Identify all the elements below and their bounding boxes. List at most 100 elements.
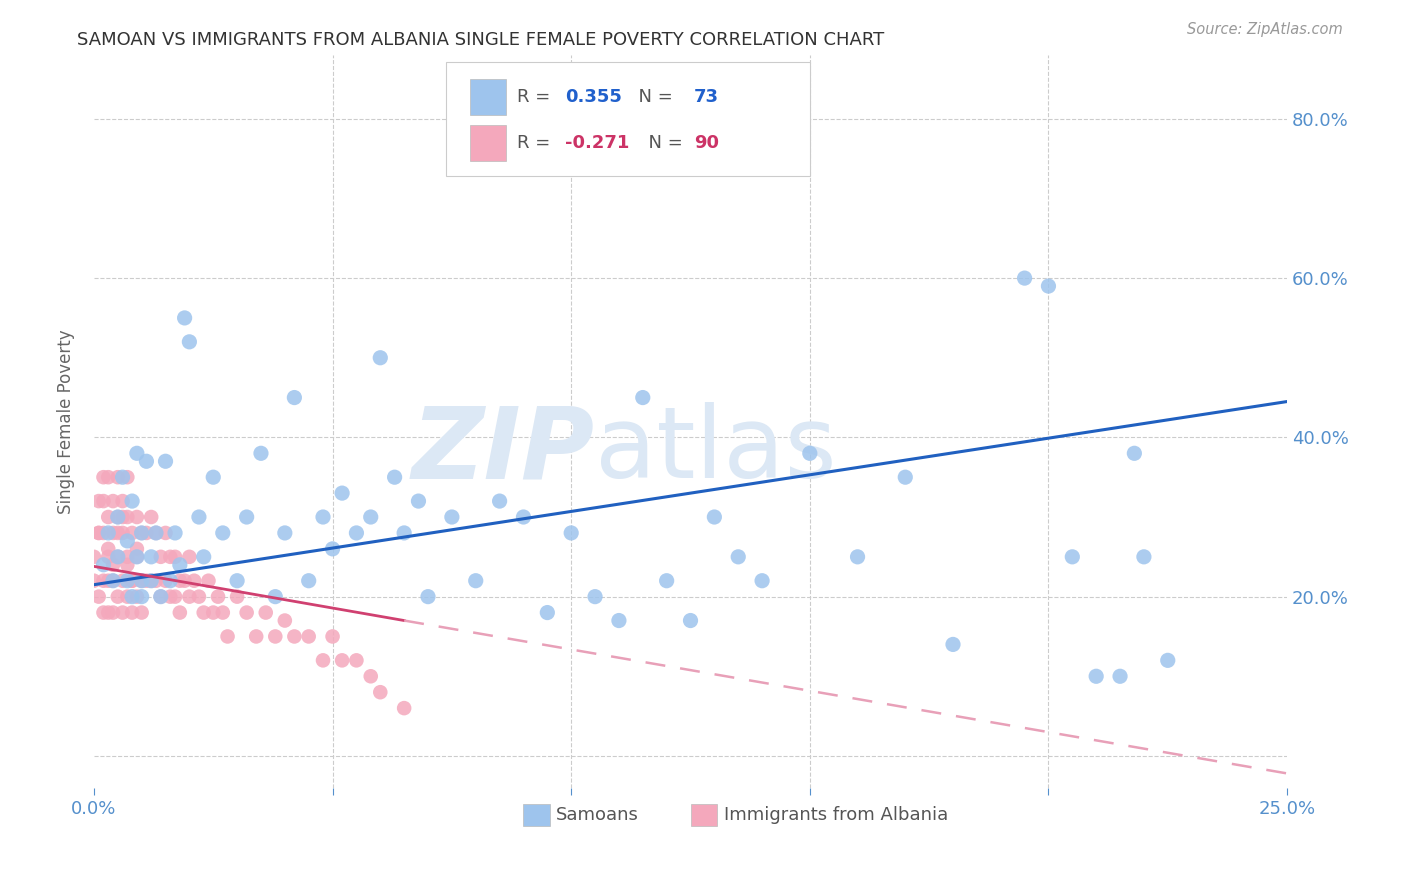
Point [111, 606, 134, 620]
Point [97, 541, 120, 556]
Point [101, 574, 124, 588]
Point [799, 446, 821, 460]
Point [1123, 446, 1146, 460]
Text: 90: 90 [695, 134, 718, 152]
Point [727, 549, 749, 564]
Text: 0.355: 0.355 [565, 88, 621, 106]
Point [193, 549, 215, 564]
Point [97, 606, 120, 620]
Point [125, 590, 148, 604]
Point [111, 574, 134, 588]
Point [207, 590, 229, 604]
Point [165, 590, 187, 604]
Text: Immigrants from Albania: Immigrants from Albania [724, 805, 948, 824]
Point [440, 510, 463, 524]
Point [211, 525, 233, 540]
Point [131, 525, 153, 540]
Point [149, 590, 172, 604]
Point [330, 486, 353, 500]
Point [107, 470, 129, 484]
Point [93, 525, 115, 540]
Point [97, 549, 120, 564]
Point [149, 549, 172, 564]
Point [942, 637, 965, 651]
Point [97, 510, 120, 524]
Point [121, 494, 143, 508]
Point [87, 590, 110, 604]
Point [346, 653, 368, 667]
Point [121, 574, 143, 588]
Point [117, 558, 139, 572]
Point [93, 494, 115, 508]
Point [117, 470, 139, 484]
Point [197, 574, 219, 588]
Point [141, 510, 163, 524]
Point [560, 525, 582, 540]
Text: 73: 73 [695, 88, 718, 106]
Point [159, 549, 181, 564]
Point [135, 574, 157, 588]
Point [169, 606, 191, 620]
Point [187, 510, 209, 524]
Text: ZIP: ZIP [412, 402, 595, 500]
Point [155, 454, 177, 468]
Point [169, 558, 191, 572]
Point [330, 653, 353, 667]
Point [173, 574, 195, 588]
Point [131, 574, 153, 588]
Point [125, 549, 148, 564]
Point [536, 606, 558, 620]
Point [159, 574, 181, 588]
Point [107, 510, 129, 524]
Point [135, 454, 157, 468]
Point [368, 685, 391, 699]
Point [1133, 549, 1156, 564]
Point [125, 541, 148, 556]
Point [117, 590, 139, 604]
Point [1038, 279, 1060, 293]
Point [392, 525, 415, 540]
Point [131, 574, 153, 588]
Point [264, 590, 287, 604]
Point [145, 525, 167, 540]
Point [202, 470, 225, 484]
Point [117, 549, 139, 564]
FancyBboxPatch shape [446, 62, 810, 176]
Point [183, 574, 205, 588]
Text: Source: ZipAtlas.com: Source: ZipAtlas.com [1187, 22, 1343, 37]
Point [283, 630, 305, 644]
Point [87, 525, 110, 540]
Point [111, 470, 134, 484]
Point [464, 574, 486, 588]
Point [250, 446, 273, 460]
Point [179, 334, 201, 349]
Point [193, 606, 215, 620]
Point [117, 574, 139, 588]
Text: R =: R = [517, 134, 557, 152]
Point [583, 590, 606, 604]
Point [217, 630, 239, 644]
Point [93, 470, 115, 484]
Point [101, 494, 124, 508]
Text: N =: N = [637, 134, 689, 152]
Point [83, 574, 105, 588]
Point [125, 510, 148, 524]
Point [101, 606, 124, 620]
Bar [690, 804, 717, 826]
Point [283, 391, 305, 405]
Point [298, 630, 321, 644]
Point [111, 525, 134, 540]
Point [254, 606, 277, 620]
Point [135, 525, 157, 540]
Point [101, 558, 124, 572]
Point [145, 525, 167, 540]
Point [416, 590, 439, 604]
Y-axis label: Single Female Poverty: Single Female Poverty [58, 329, 75, 514]
Point [165, 525, 187, 540]
Point [703, 510, 725, 524]
Point [97, 525, 120, 540]
Point [679, 614, 702, 628]
Point [159, 590, 181, 604]
Point [107, 590, 129, 604]
Point [488, 494, 510, 508]
